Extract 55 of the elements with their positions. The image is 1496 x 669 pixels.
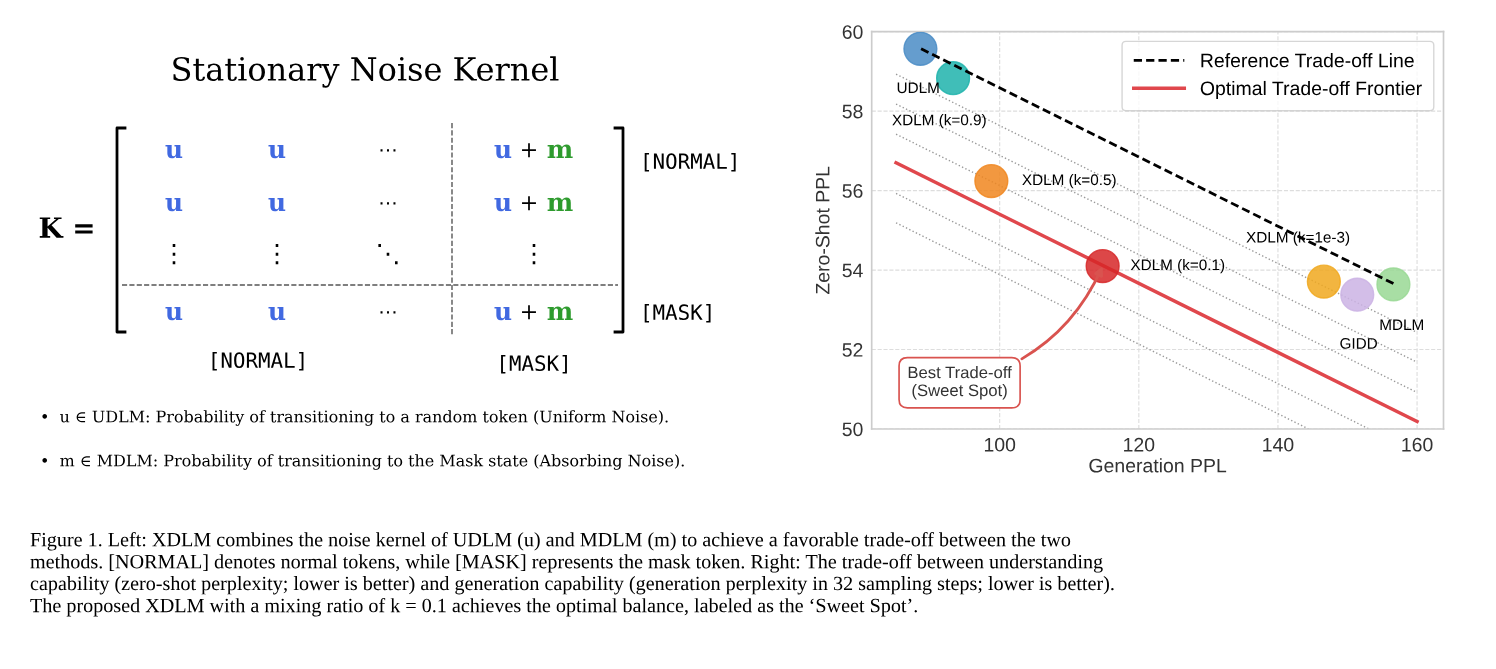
y-tick-label: 50	[842, 422, 863, 437]
x-tick-label: 100	[984, 437, 1016, 452]
text: u	[268, 144, 286, 159]
text: +	[522, 305, 536, 320]
text: • m ∈ MDLM: Probability of transitioning to the Mask state (Absorbing Noise).	[42, 454, 684, 470]
x-tick-label: 160	[1402, 437, 1433, 452]
text: u	[268, 197, 286, 212]
text: Stationary Noise Kernel	[173, 56, 559, 88]
text: ⋯	[380, 202, 396, 205]
x-tick-label: 120	[1124, 437, 1155, 452]
annotation: Best Trade-off (Sweet Spot)	[908, 366, 1012, 400]
annotation: XDLM (k=0.1)	[1130, 258, 1225, 274]
text: ⋱	[378, 243, 398, 265]
legend-label: Reference Trade-off Line	[1201, 53, 1414, 68]
x-axis-title: Generation PPL	[1089, 458, 1227, 473]
text: u	[165, 197, 183, 212]
legend-label: Optimal Trade-off Frontier	[1200, 80, 1422, 100]
text: ⋮	[172, 243, 176, 265]
point	[1306, 264, 1341, 299]
annotation: UDLM	[897, 82, 939, 94]
text: • u ∈ UDLM: Probability of transitioning to a random token (Uniform Noise).	[42, 410, 668, 426]
text: ⋮	[532, 243, 536, 265]
text: m	[547, 306, 573, 320]
y-tick-label: 52	[842, 343, 863, 357]
text: ⋮	[275, 243, 279, 265]
text: u	[494, 144, 512, 159]
text: m	[547, 197, 573, 211]
y-tick-label: 56	[842, 184, 863, 198]
x-tick-label: 140	[1263, 437, 1294, 452]
y-tick-label: 60	[842, 25, 863, 39]
text: ⋯	[380, 149, 396, 152]
text: u	[494, 306, 512, 321]
text: u	[494, 197, 512, 212]
y-axis-title: Zero-Shot PPL	[815, 166, 830, 295]
text: m	[547, 144, 573, 158]
caption: Figure 1. Left: XDLM combines the noise kernel of UDLM (u) and MDLM (m) to achieve a favorable trade-off between the two methods. [NORMAL] denotes normal tokens, while [MASK] represents the mask token. Right: The trade-off between understanding capability (zero-shot perplexity; lower is better) and generation capability (generation perplexity in 32 sampling steps; lower is better). The proposed XDLM with a mixing ratio of k = 0.1 achieves the optimal balance, labeled as the ‘Sweet Spot’.	[30, 532, 1114, 617]
text: K =	[39, 217, 93, 238]
y-tick-label: 54	[842, 263, 863, 278]
text: [NORMAL]	[212, 351, 304, 371]
annotation: GIDD	[1340, 338, 1377, 349]
text: u	[165, 144, 183, 159]
annotation: XDLM (k=0.5)	[1022, 173, 1116, 189]
text: [MASK]	[501, 354, 567, 374]
point	[974, 163, 1009, 199]
y-tick-label: 58	[842, 104, 863, 119]
text: [MASK]	[644, 303, 711, 323]
text: u	[165, 306, 183, 321]
point	[1340, 277, 1375, 312]
annotation: XDLM (k=0.9)	[892, 114, 986, 129]
text: u	[268, 306, 286, 321]
text: ⋯	[380, 311, 396, 314]
text: +	[522, 196, 536, 211]
annotation: MDLM	[1380, 319, 1423, 330]
text: +	[522, 143, 536, 158]
text: [NORMAL]	[644, 152, 736, 172]
